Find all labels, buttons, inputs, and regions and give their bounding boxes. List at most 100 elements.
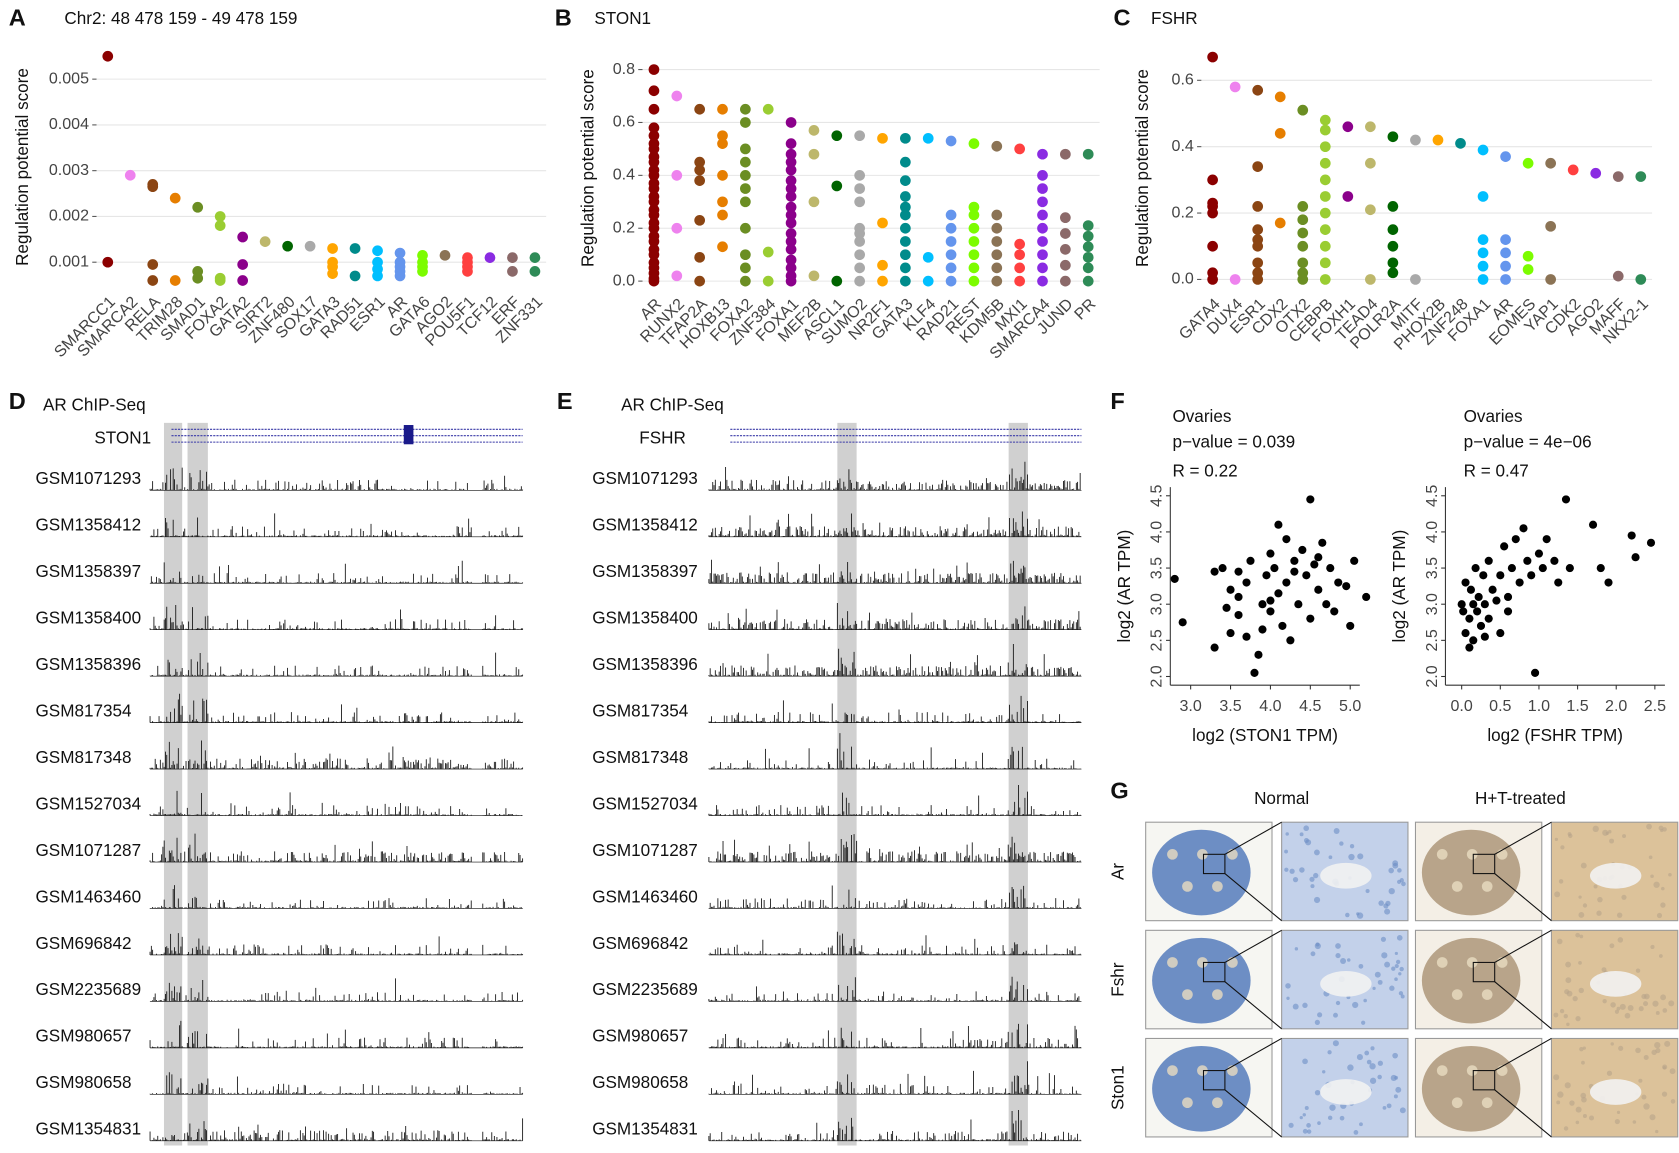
dot <box>1319 191 1331 202</box>
lumen <box>1320 1079 1372 1105</box>
nucleus <box>1661 886 1665 891</box>
x-tick-label: 4.5 <box>1299 697 1321 715</box>
column-label: Normal <box>1254 789 1309 808</box>
follicle <box>1451 989 1463 1000</box>
zoom-box <box>1202 853 1226 875</box>
dot <box>785 183 797 194</box>
nucleus <box>1602 999 1607 1004</box>
point <box>1479 571 1488 580</box>
nucleus <box>1654 1042 1661 1049</box>
tissue-section <box>1421 937 1521 1024</box>
nucleus <box>1607 829 1612 834</box>
y-axis-label: Regulation potential score <box>579 69 598 267</box>
nucleus <box>1378 900 1384 906</box>
nucleus <box>1284 849 1288 854</box>
nucleus <box>1662 1066 1667 1070</box>
dot <box>854 169 866 181</box>
nucleus <box>1365 889 1370 894</box>
y-axis-label: Regulation potential score <box>13 68 32 266</box>
dot <box>1410 274 1421 285</box>
point <box>1298 545 1307 555</box>
follicle <box>1436 957 1448 968</box>
dot <box>694 103 706 115</box>
nucleus <box>1578 961 1582 965</box>
nucleus <box>1386 1103 1392 1109</box>
nucleus <box>1646 823 1652 830</box>
y-tick-label: 0.003 <box>49 161 89 179</box>
sample-label: GSM1527034 <box>36 794 142 813</box>
follicle <box>1167 1065 1178 1076</box>
dot <box>717 169 728 181</box>
nucleus <box>1361 1020 1366 1025</box>
follicle <box>1451 881 1463 892</box>
dot <box>740 262 751 274</box>
nucleus <box>1348 853 1355 861</box>
point <box>1507 563 1516 573</box>
dot <box>900 249 911 261</box>
follicle <box>1481 989 1493 1000</box>
panel-letter: F <box>1110 388 1124 414</box>
dot <box>1252 257 1264 269</box>
dot <box>991 140 1003 152</box>
y-tick-label: 0.2 <box>613 218 635 236</box>
nucleus <box>1394 963 1399 969</box>
nucleus <box>1669 1068 1676 1075</box>
point <box>1290 556 1299 565</box>
y-tick-label: 0.0 <box>1172 270 1194 288</box>
nucleus <box>1400 994 1405 999</box>
zoom-box <box>1202 961 1226 983</box>
dot <box>439 249 451 261</box>
dot <box>1500 151 1511 162</box>
dot <box>694 214 706 226</box>
dot <box>169 192 181 204</box>
point <box>1314 553 1323 562</box>
nucleus <box>1619 1003 1626 1010</box>
nucleus <box>1563 1014 1568 1019</box>
nucleus <box>1332 1040 1339 1047</box>
point <box>1286 636 1295 645</box>
dot <box>717 138 728 149</box>
dot <box>1319 224 1331 235</box>
dot <box>282 240 293 252</box>
dot <box>1455 138 1466 149</box>
dot <box>1060 275 1071 287</box>
dot <box>394 247 406 259</box>
y-tick-label: 0.005 <box>49 69 89 87</box>
nucleus <box>1284 867 1289 872</box>
dot <box>1014 249 1026 261</box>
dot <box>900 209 911 221</box>
chart-title: FSHR <box>1151 9 1198 28</box>
nucleus <box>1388 887 1395 895</box>
dot <box>808 270 820 282</box>
dot <box>877 275 888 287</box>
dot <box>808 148 820 160</box>
dot <box>1082 148 1094 160</box>
plot-area <box>1201 47 1653 290</box>
dot <box>648 122 660 134</box>
sample-label: GSM1358397 <box>36 562 142 581</box>
dot <box>717 196 728 208</box>
dot <box>968 201 980 213</box>
dot <box>900 275 911 287</box>
nucleus <box>1616 1110 1621 1114</box>
plot-area <box>96 47 547 287</box>
nucleus <box>1395 959 1401 965</box>
dot <box>785 254 797 266</box>
nucleus <box>1364 1050 1370 1056</box>
dot <box>968 138 980 149</box>
follicle <box>1436 848 1448 860</box>
point <box>1250 668 1259 677</box>
point <box>1246 556 1255 565</box>
dot <box>147 259 159 270</box>
nucleus <box>1635 1047 1641 1054</box>
point <box>1488 585 1497 594</box>
dot <box>1410 134 1421 146</box>
dot <box>945 249 957 261</box>
dot <box>1477 260 1489 272</box>
nucleus <box>1294 947 1299 951</box>
dot <box>1207 51 1218 63</box>
dot <box>484 252 496 263</box>
dot <box>1477 144 1489 156</box>
dot <box>1207 240 1218 252</box>
point <box>1306 614 1315 623</box>
